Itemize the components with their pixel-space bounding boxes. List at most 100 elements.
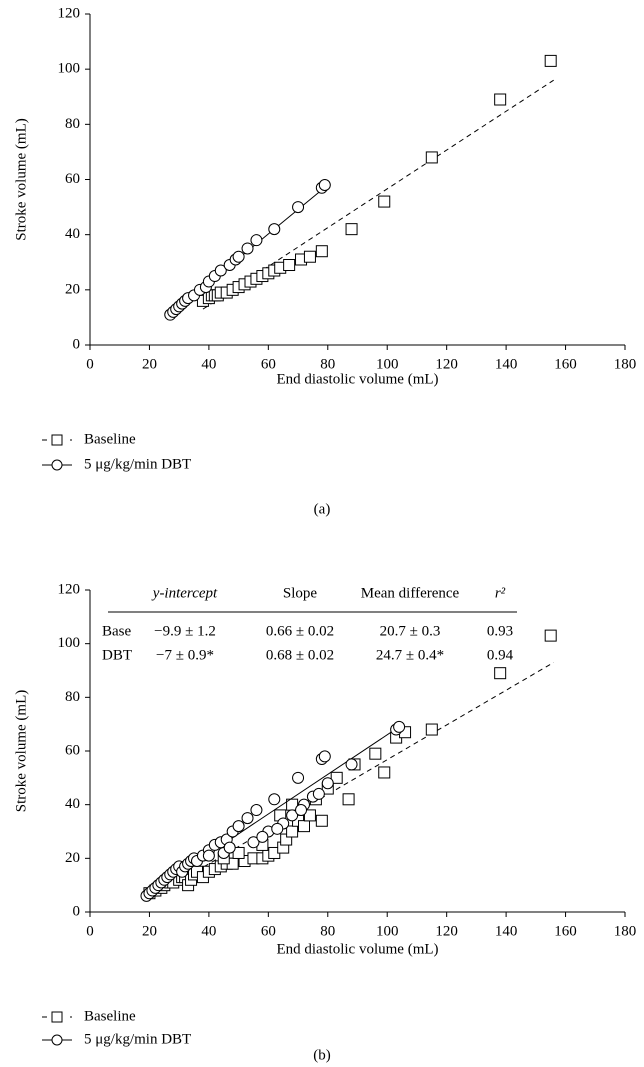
y-tick-label: 20 xyxy=(65,850,80,866)
y-tick-label: 100 xyxy=(58,61,81,77)
circle-marker xyxy=(295,804,308,817)
x-tick-label: 180 xyxy=(614,923,637,939)
square-marker xyxy=(369,747,382,760)
y-tick-label: 80 xyxy=(65,689,80,705)
y-tick-label: 20 xyxy=(65,281,80,297)
y-tick-label: 60 xyxy=(65,171,80,187)
square-marker xyxy=(330,771,343,784)
y-tick-label: 0 xyxy=(73,336,81,352)
x-tick-label: 120 xyxy=(435,356,458,372)
circle-marker xyxy=(271,822,284,835)
square-marker xyxy=(345,223,358,236)
square-marker xyxy=(298,820,310,833)
table-cell: DBT xyxy=(102,647,132,663)
fit-line xyxy=(149,662,554,900)
x-tick-label: 60 xyxy=(261,923,276,939)
square-marker xyxy=(544,54,557,67)
circle-marker xyxy=(393,720,406,733)
y-tick-label: 120 xyxy=(58,5,81,21)
square-marker xyxy=(494,667,507,680)
y-axis-label: Stroke volume (mL) xyxy=(13,690,29,812)
circle-marker xyxy=(292,771,305,784)
table-header: y-intercept xyxy=(151,585,218,601)
x-tick-label: 20 xyxy=(142,923,157,939)
x-tick-label: 160 xyxy=(554,356,577,372)
circle-marker xyxy=(51,1034,63,1046)
square-marker xyxy=(303,250,316,263)
y-tick-label: 40 xyxy=(65,796,80,812)
square-marker xyxy=(232,846,245,859)
x-tick-label: 140 xyxy=(495,356,518,372)
x-tick-label: 80 xyxy=(320,923,335,939)
circle-marker xyxy=(202,849,215,862)
x-tick-label: 0 xyxy=(86,356,94,372)
table-cell: 0.94 xyxy=(487,647,514,663)
circle-marker xyxy=(247,836,260,849)
x-axis-label: End diastolic volume (mL) xyxy=(276,371,438,387)
circle-marker xyxy=(312,787,325,800)
square-marker xyxy=(544,629,557,642)
y-axis-label: Stroke volume (mL) xyxy=(13,118,29,240)
table-cell: 20.7 ± 0.3 xyxy=(380,623,441,639)
x-axis-label: End diastolic volume (mL) xyxy=(276,941,438,957)
y-tick-label: 100 xyxy=(58,635,81,651)
table-cell: 24.7 ± 0.4* xyxy=(376,647,444,663)
table-cell: 0.66 ± 0.02 xyxy=(266,623,334,639)
circle-marker xyxy=(321,777,334,790)
circle-marker xyxy=(250,234,263,247)
circle-marker xyxy=(256,830,269,843)
circle-marker xyxy=(241,812,254,825)
x-tick-label: 60 xyxy=(261,356,276,372)
square-marker xyxy=(51,434,63,446)
circle-marker xyxy=(268,223,281,236)
circle-marker xyxy=(232,820,245,833)
square-marker xyxy=(378,195,391,208)
panel-label: (a) xyxy=(314,501,331,517)
square-marker xyxy=(303,809,316,822)
y-tick-label: 120 xyxy=(58,581,81,597)
fit-line xyxy=(202,79,554,310)
x-tick-label: 40 xyxy=(201,923,216,939)
circle-marker xyxy=(286,809,299,822)
panel-label: (b) xyxy=(313,1047,331,1063)
circle-marker xyxy=(232,250,245,263)
table-cell: 0.68 ± 0.02 xyxy=(266,647,334,663)
circle-marker xyxy=(292,201,305,214)
x-tick-label: 100 xyxy=(376,923,399,939)
legend-label: 5 μg/kg/min DBT xyxy=(84,456,191,472)
circle-marker xyxy=(318,750,331,763)
x-tick-label: 0 xyxy=(86,923,94,939)
square-marker xyxy=(494,93,507,106)
circle-marker xyxy=(250,804,263,817)
table-header: Slope xyxy=(283,585,318,601)
y-tick-label: 60 xyxy=(65,742,80,758)
x-tick-label: 80 xyxy=(320,356,335,372)
circle-marker xyxy=(318,179,331,192)
square-marker xyxy=(342,793,355,806)
x-tick-label: 40 xyxy=(201,356,216,372)
circle-marker xyxy=(241,242,254,255)
square-marker xyxy=(51,1011,63,1023)
x-tick-label: 20 xyxy=(142,356,157,372)
square-marker xyxy=(286,825,299,838)
x-tick-label: 120 xyxy=(435,923,458,939)
table-header: Mean difference xyxy=(361,585,460,601)
circle-marker xyxy=(214,264,227,277)
circle-marker xyxy=(223,841,236,854)
square-marker xyxy=(315,245,328,258)
x-tick-label: 160 xyxy=(554,923,577,939)
table-cell: −7 ± 0.9* xyxy=(156,647,214,663)
legend-label: 5 μg/kg/min DBT xyxy=(84,1031,191,1047)
y-tick-label: 40 xyxy=(65,226,80,242)
table-cell: 0.93 xyxy=(487,623,513,639)
square-marker xyxy=(378,766,391,779)
x-tick-label: 140 xyxy=(495,923,518,939)
legend-label: Baseline xyxy=(84,431,136,447)
square-marker xyxy=(283,259,296,272)
circle-marker xyxy=(51,459,63,471)
square-marker xyxy=(315,814,328,827)
table-header: r² xyxy=(495,585,506,601)
x-tick-label: 100 xyxy=(376,356,399,372)
